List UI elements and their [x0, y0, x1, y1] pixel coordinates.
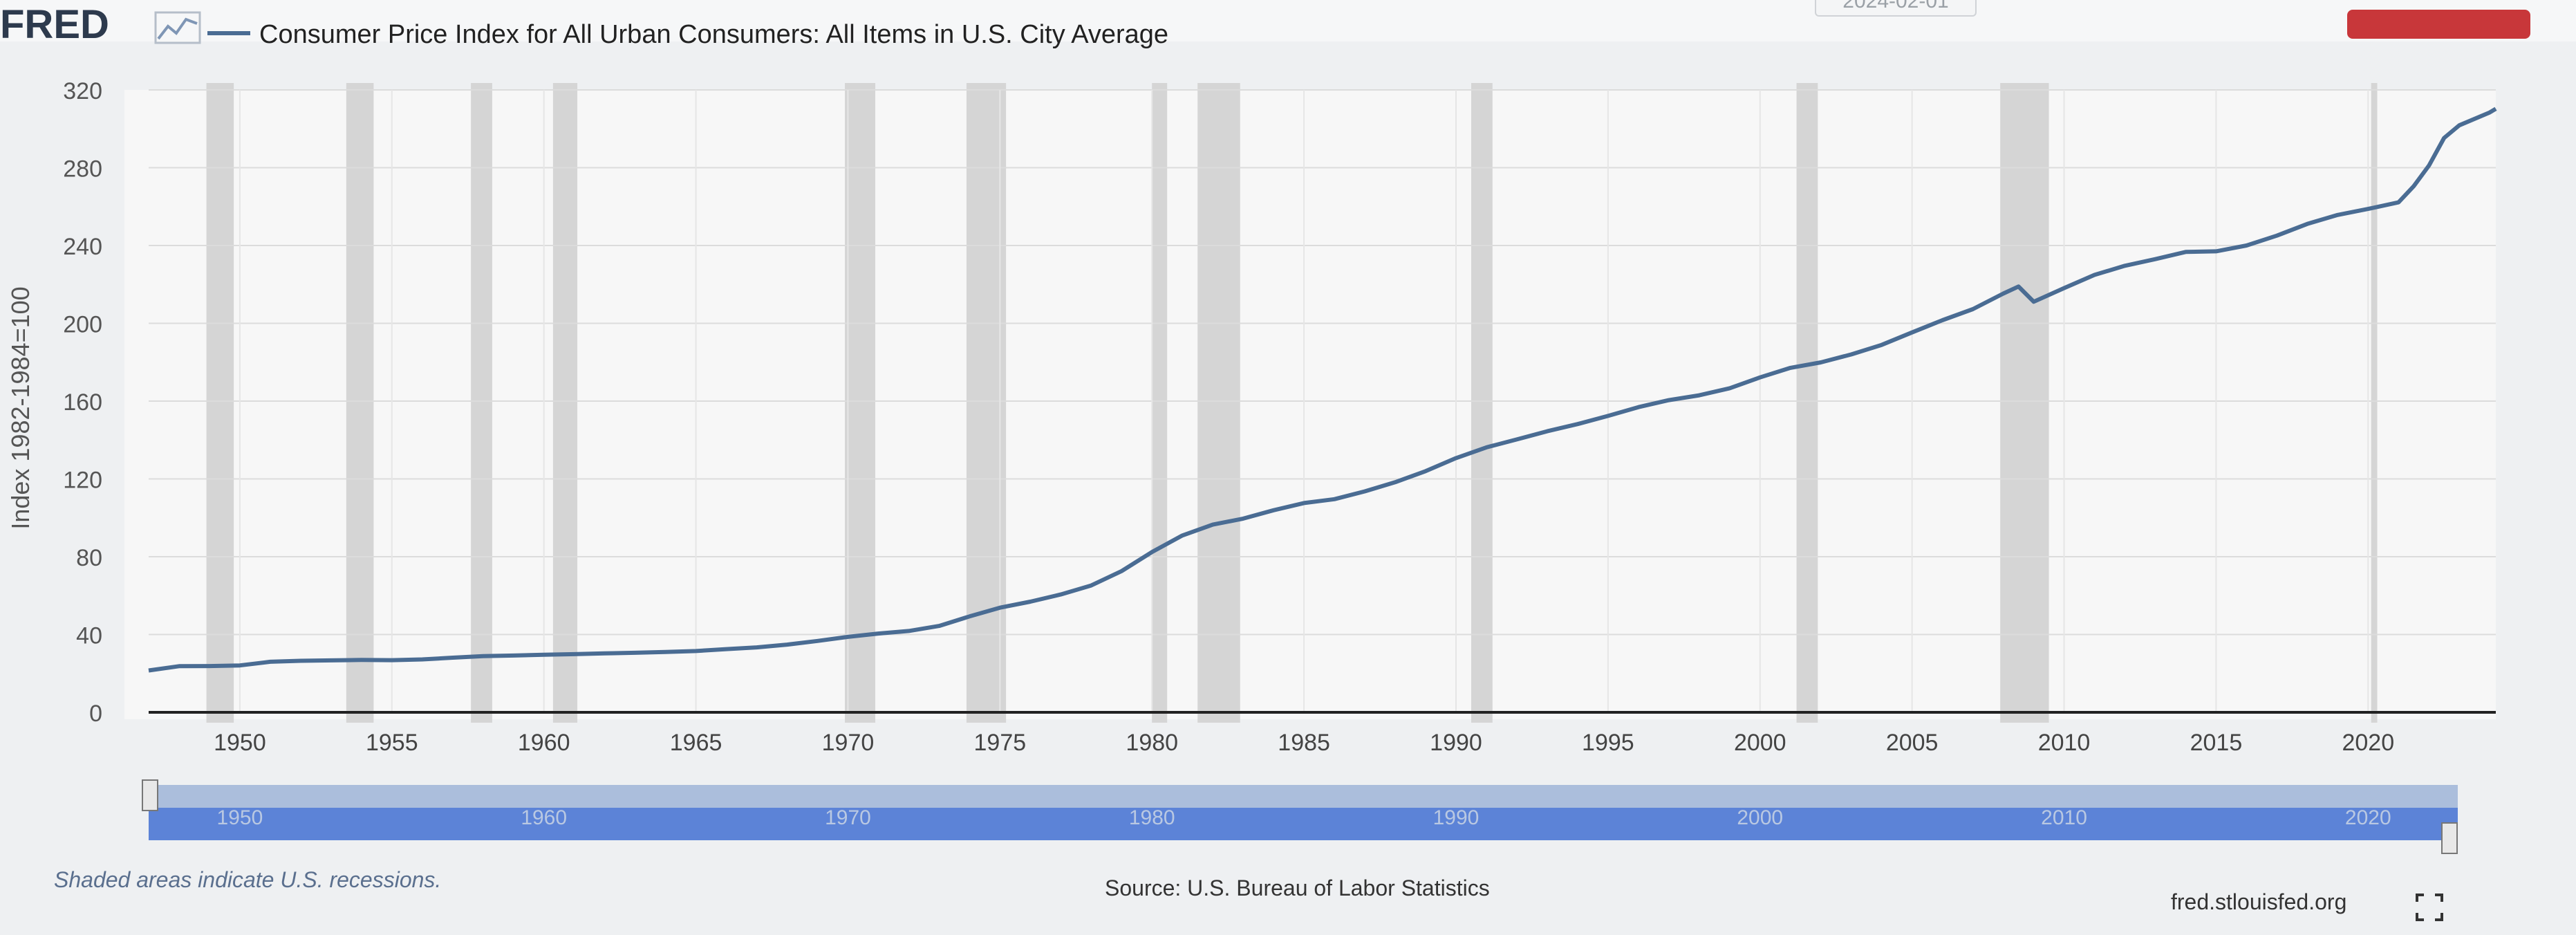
date-input[interactable]: 2024-02-01: [1815, 0, 1977, 17]
x-tick-label: 2015: [2190, 730, 2243, 756]
recession-band: [2000, 83, 2049, 723]
recession-bands: [206, 83, 2378, 723]
navigator-left-handle[interactable]: [142, 779, 158, 811]
plot-area: [124, 90, 2496, 719]
chart-title: Consumer Price Index for All Urban Consu…: [259, 20, 1168, 49]
navigator-year-label: 2010: [2041, 806, 2087, 829]
y-tick-label: 320: [63, 78, 102, 104]
navigator-selected-range[interactable]: [149, 808, 2458, 840]
series-line-cpi: [148, 107, 2497, 673]
top-bar: [0, 0, 2576, 41]
fred-logo-text: FRED: [0, 2, 109, 47]
recession-band: [1471, 83, 1493, 723]
recession-band: [1152, 83, 1168, 723]
y-tick-label: 40: [76, 623, 102, 649]
y-axis-ticks: 0 40 80 120 160 200 240 280 320: [63, 78, 102, 727]
recession-band: [206, 83, 234, 723]
navigator-year-label: 1960: [521, 806, 567, 829]
site-link[interactable]: fred.stlouisfed.org: [2171, 889, 2346, 914]
recession-band: [471, 83, 492, 723]
x-tick-label: 2020: [2342, 730, 2394, 756]
y-tick-label: 200: [63, 312, 102, 338]
recession-note: Shaded areas indicate U.S. recessions.: [54, 867, 441, 892]
x-tick-label: 2000: [1734, 730, 1786, 756]
x-tick-label: 1965: [670, 730, 722, 756]
y-tick-label: 80: [76, 545, 102, 571]
navigator-year-label: 1980: [1129, 806, 1175, 829]
navigator-right-handle[interactable]: [2441, 822, 2458, 854]
x-tick-label: 1955: [366, 730, 418, 756]
navigator-year-label: 2000: [1737, 806, 1783, 829]
download-button[interactable]: [2347, 10, 2530, 39]
x-tick-label: 1970: [822, 730, 875, 756]
x-tick-label: 2010: [2038, 730, 2091, 756]
x-tick-label: 1995: [1582, 730, 1634, 756]
y-tick-label: 0: [89, 701, 102, 727]
navigator-labels: 1950 1960 1970 1980 1990 2000 2010 2020: [217, 806, 2391, 829]
fullscreen-icon[interactable]: [2414, 892, 2445, 923]
x-tick-label: 1960: [518, 730, 570, 756]
y-tick-label: 240: [63, 234, 102, 260]
y-axis-label: Index 1982-1984=100: [6, 286, 35, 529]
y-tick-label: 280: [63, 156, 102, 183]
y-tick-label: 160: [63, 389, 102, 416]
recession-band: [845, 83, 876, 723]
x-tick-label: 2005: [1886, 730, 1939, 756]
y-tick-label: 120: [63, 467, 102, 494]
x-tick-label: 1985: [1278, 730, 1330, 756]
navigator-year-label: 1990: [1433, 806, 1480, 829]
navigator-year-label: 1950: [217, 806, 263, 829]
gridlines: [149, 89, 2496, 713]
x-tick-label: 1975: [974, 730, 1027, 756]
source-text[interactable]: Source: U.S. Bureau of Labor Statistics: [1105, 876, 1490, 900]
range-navigator[interactable]: 1950 1960 1970 1980 1990 2000 2010 2020: [142, 779, 2458, 854]
recession-band: [2371, 83, 2378, 723]
x-tick-label: 1950: [214, 730, 266, 756]
recession-band: [1796, 83, 1818, 723]
recession-band: [552, 83, 578, 723]
fred-logo-graph-icon: [154, 11, 201, 44]
navigator-year-label: 2020: [2345, 806, 2391, 829]
x-tick-label: 1990: [1430, 730, 1482, 756]
recession-band: [346, 83, 374, 723]
x-tick-label: 1980: [1126, 730, 1178, 756]
navigator-year-label: 1970: [825, 806, 871, 829]
x-axis-ticks: 1950 1955 1960 1965 1970 1975 1980 1985 1990 1995…: [214, 730, 2394, 756]
recession-band: [1197, 83, 1240, 723]
